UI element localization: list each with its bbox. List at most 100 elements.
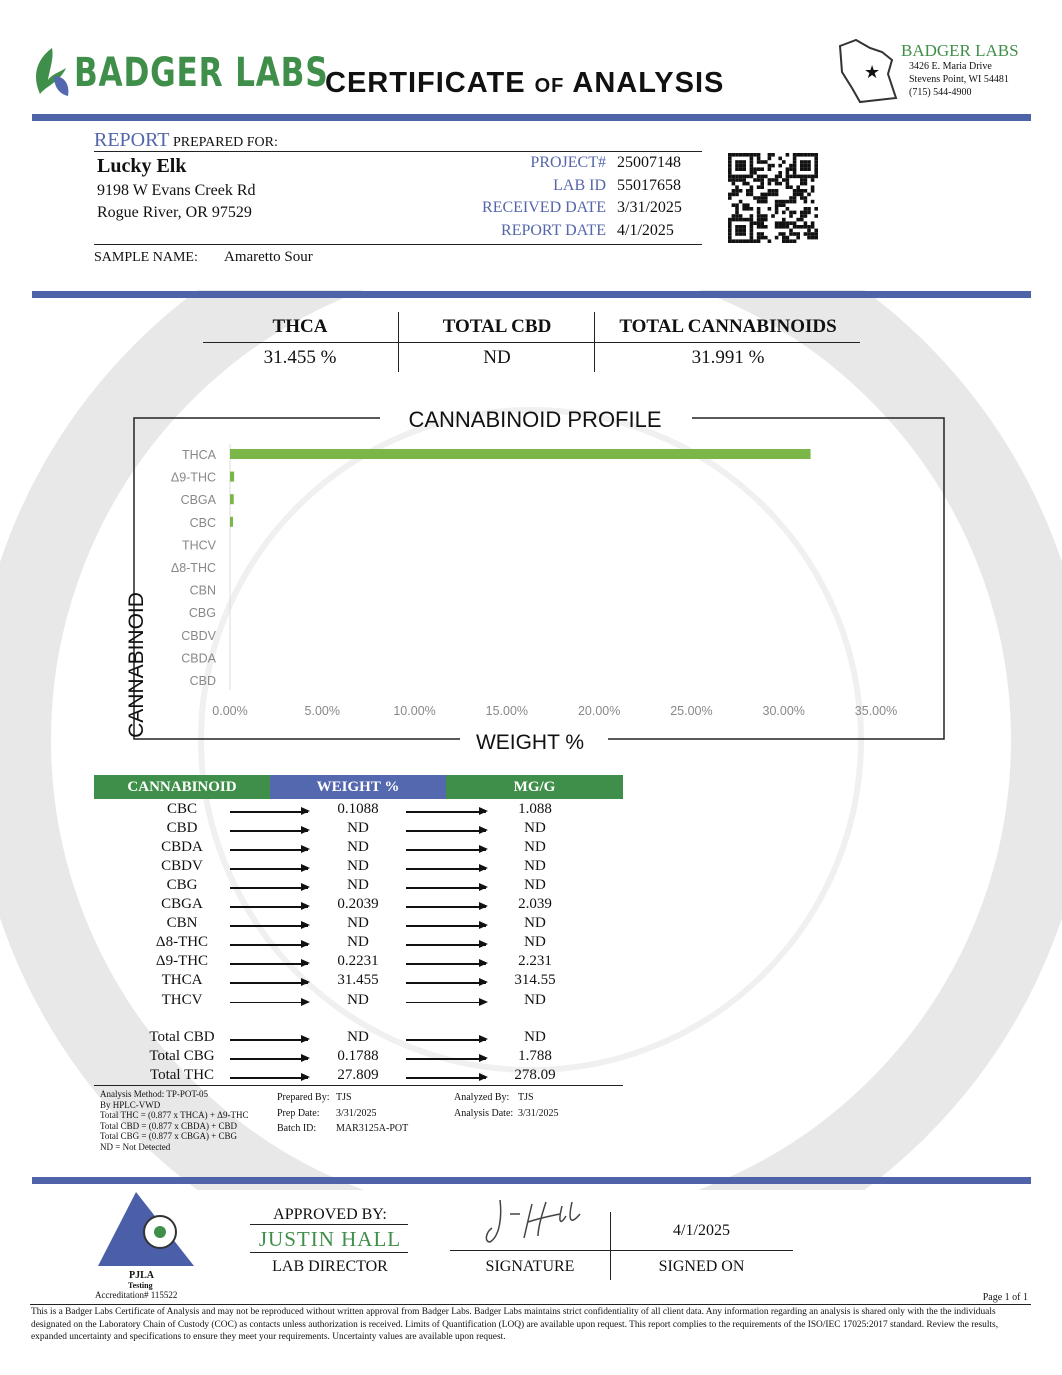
category-label: THCA — [182, 448, 217, 462]
qr-module — [746, 174, 750, 179]
qr-module — [749, 185, 754, 189]
chart-frame — [133, 417, 945, 740]
category-label: CBGA — [181, 493, 217, 507]
qr-module — [785, 239, 790, 243]
field-value-2: 3/31/2025 — [617, 199, 682, 216]
qr-code[interactable] — [728, 153, 818, 243]
qr-module — [728, 192, 732, 197]
qr-module — [782, 217, 786, 222]
qr-module — [774, 178, 779, 182]
qr-module — [778, 221, 782, 225]
category-label: CBDV — [181, 629, 216, 643]
qr-module — [735, 214, 739, 218]
x-axis-label: WEIGHT % — [476, 731, 584, 754]
qr-module — [789, 239, 793, 243]
qr-module — [785, 174, 790, 179]
qr-module — [796, 232, 800, 236]
arrow-icon — [230, 903, 310, 910]
qr-module — [810, 174, 815, 179]
qr-module — [728, 178, 732, 182]
mg-per-g: 2.231 — [518, 953, 552, 970]
qr-module — [810, 185, 815, 189]
qr-module — [796, 235, 800, 240]
qr-module — [735, 217, 739, 222]
qr-module — [735, 239, 739, 243]
method-note: Analysis Method: TP-POT-05 — [100, 1089, 209, 1099]
qr-module — [796, 192, 800, 197]
arrow-icon — [230, 1074, 310, 1081]
qr-module — [756, 214, 761, 218]
qr-module — [807, 160, 811, 164]
qr-module — [767, 239, 772, 243]
qr-module — [774, 210, 779, 215]
category-label: CBN — [190, 584, 216, 598]
qr-module — [764, 199, 768, 204]
qr-module — [796, 217, 800, 222]
qr-module — [728, 160, 732, 164]
x-tick-label: 30.00% — [763, 704, 805, 718]
badger-labs-logo: BADGER LABS — [74, 50, 329, 96]
qr-module — [731, 203, 736, 207]
qr-module — [796, 174, 800, 179]
qr-module — [749, 217, 754, 222]
cannabinoid-name: Total CBD — [149, 1029, 215, 1045]
disclaimer: This is a Badger Labs Certificate of Ana… — [31, 1307, 999, 1342]
qr-module — [760, 235, 764, 240]
x-tick-label: 35.00% — [855, 704, 897, 718]
qr-module — [738, 199, 743, 204]
qr-module — [735, 210, 739, 215]
qr-module — [742, 178, 746, 182]
qr-module — [782, 225, 786, 229]
arrow-icon — [406, 903, 488, 910]
qr-module — [789, 214, 793, 218]
category-label: CBG — [189, 606, 216, 620]
qr-module — [803, 225, 808, 229]
arrow-icon — [406, 865, 488, 872]
qr-module — [728, 221, 732, 225]
cannabinoid-name: Δ9-THC — [155, 953, 209, 970]
x-tick-label: 15.00% — [486, 704, 528, 718]
x-tick-label: 20.00% — [578, 704, 620, 718]
testing-label: Testing — [128, 1281, 153, 1290]
qr-module — [810, 235, 815, 240]
category-label: CBC — [190, 516, 216, 530]
qr-module — [738, 178, 743, 182]
qr-module — [735, 192, 739, 197]
qr-module — [738, 163, 743, 168]
qr-module — [764, 217, 768, 222]
qr-module — [742, 181, 746, 186]
qr-module — [803, 196, 808, 200]
qr-module — [800, 174, 804, 179]
arrow-icon — [230, 865, 310, 872]
qr-module — [742, 228, 746, 233]
qr-module — [774, 235, 779, 240]
qr-module — [749, 207, 754, 211]
qr-module — [789, 167, 793, 171]
qr-module — [742, 167, 746, 171]
qr-module — [767, 163, 772, 168]
qr-module — [731, 153, 736, 157]
qr-module — [760, 181, 764, 186]
cannabinoid-name: THCV — [161, 991, 203, 1008]
qr-module — [782, 203, 786, 207]
qr-module — [803, 178, 808, 182]
qr-module — [792, 160, 797, 164]
qr-module — [803, 210, 808, 215]
mg-per-g: ND — [524, 839, 546, 856]
bar-CBC — [230, 516, 233, 527]
qr-module — [728, 239, 732, 243]
cannabinoid-name: CBDA — [161, 839, 203, 856]
qr-module — [803, 163, 808, 168]
qr-module — [738, 153, 743, 157]
qr-module — [789, 210, 793, 215]
chart-title: CANNABINOID PROFILE — [408, 407, 661, 432]
qr-module — [767, 156, 772, 161]
arrow-icon — [230, 1036, 310, 1042]
qr-module — [789, 228, 793, 233]
cannabinoid-name: CBD — [166, 820, 198, 837]
qr-module — [756, 199, 761, 204]
mg-per-g: 1.088 — [518, 801, 552, 817]
weight-percent: ND — [347, 858, 369, 875]
qr-module — [760, 225, 764, 229]
qr-module — [753, 239, 757, 243]
